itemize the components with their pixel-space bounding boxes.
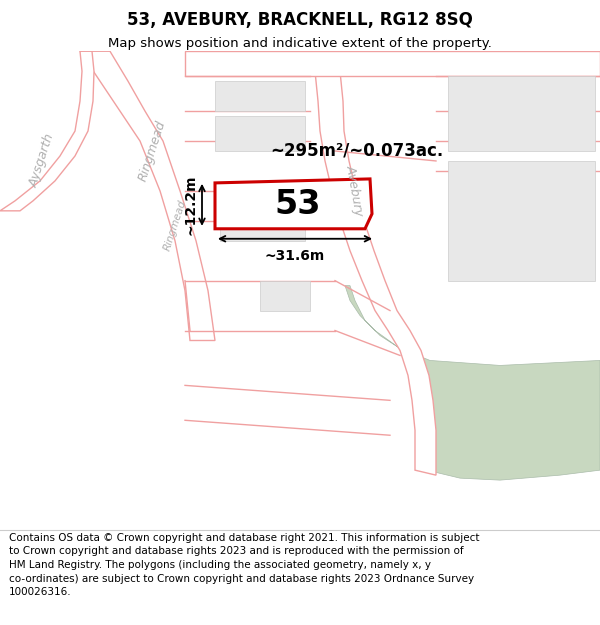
Polygon shape	[185, 51, 600, 76]
Polygon shape	[0, 51, 94, 211]
Polygon shape	[448, 76, 595, 151]
Text: Contains OS data © Crown copyright and database right 2021. This information is : Contains OS data © Crown copyright and d…	[9, 533, 479, 598]
Polygon shape	[260, 281, 310, 311]
Polygon shape	[215, 179, 372, 229]
Text: Avebury: Avebury	[344, 164, 366, 217]
Text: 53: 53	[274, 188, 321, 221]
Text: ~31.6m: ~31.6m	[265, 249, 325, 262]
Text: ~12.2m: ~12.2m	[183, 174, 197, 235]
Polygon shape	[345, 286, 600, 480]
Polygon shape	[80, 51, 215, 341]
Polygon shape	[220, 191, 305, 241]
Polygon shape	[215, 116, 305, 151]
Text: 53, AVEBURY, BRACKNELL, RG12 8SQ: 53, AVEBURY, BRACKNELL, RG12 8SQ	[127, 11, 473, 29]
Text: Ringmead: Ringmead	[136, 119, 168, 183]
Polygon shape	[215, 81, 305, 111]
Text: Ringmead: Ringmead	[162, 199, 188, 252]
Polygon shape	[448, 161, 595, 281]
Text: Aysgarth: Aysgarth	[27, 132, 57, 189]
Text: Map shows position and indicative extent of the property.: Map shows position and indicative extent…	[108, 37, 492, 50]
Text: ~295m²/~0.073ac.: ~295m²/~0.073ac.	[270, 142, 443, 160]
Polygon shape	[310, 51, 436, 475]
